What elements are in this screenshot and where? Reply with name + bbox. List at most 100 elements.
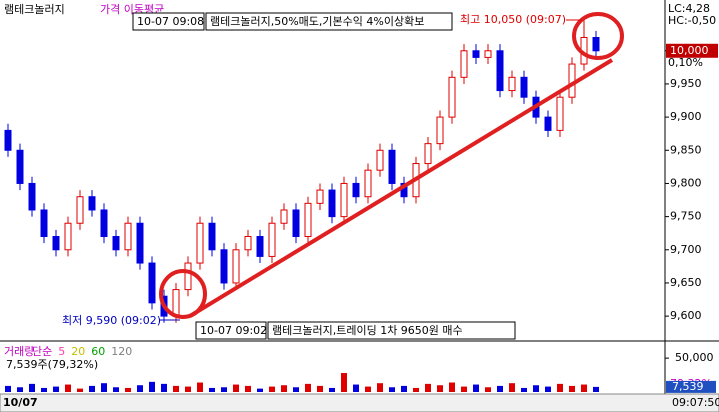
volume-bar bbox=[29, 383, 35, 392]
candle-body bbox=[4, 129, 12, 151]
annotation-box bbox=[205, 12, 453, 31]
candle-body bbox=[112, 236, 120, 251]
annotation: 10-07 09:02 bbox=[200, 324, 267, 337]
current-volume-label: 7,539 bbox=[672, 380, 704, 393]
candle-body bbox=[64, 222, 72, 251]
volume-bar bbox=[161, 383, 167, 392]
candle-body bbox=[232, 249, 240, 284]
volume-bar bbox=[269, 386, 275, 392]
candle-body bbox=[448, 76, 456, 118]
y-tick-label: 9,900 bbox=[670, 110, 702, 123]
annotation: 램테크놀러지,트레이딩 1차 9650원 매수 bbox=[272, 324, 463, 337]
y-tick-label: 9,750 bbox=[670, 210, 702, 223]
candle-body bbox=[460, 50, 468, 78]
annotation-box bbox=[195, 321, 267, 340]
volume-bar bbox=[125, 387, 131, 392]
candle-body bbox=[304, 202, 312, 238]
legend-entry: 120 bbox=[111, 345, 132, 358]
candle-body bbox=[268, 222, 276, 257]
candle-body bbox=[256, 236, 264, 257]
volume-bar bbox=[473, 384, 479, 392]
volume-bar bbox=[401, 385, 407, 392]
volume-bar bbox=[53, 386, 59, 392]
volume-bar bbox=[197, 382, 203, 392]
annotation-box bbox=[267, 321, 516, 340]
corner-label: HC:-0,50 bbox=[668, 14, 716, 27]
volume-bar bbox=[41, 387, 47, 392]
candle-body bbox=[340, 182, 348, 218]
volume-bar bbox=[569, 385, 575, 392]
overlay bbox=[159, 12, 624, 321]
highlight-circle bbox=[572, 12, 624, 60]
candle-body bbox=[568, 63, 576, 98]
volume-bar bbox=[557, 383, 563, 392]
y-tick-label: 50,000 bbox=[675, 351, 714, 364]
candle-body bbox=[364, 169, 372, 198]
volume-bar bbox=[341, 373, 347, 392]
time-label: 09:07:50 bbox=[672, 396, 719, 409]
volume-bar bbox=[149, 381, 155, 392]
candle-body bbox=[484, 50, 492, 58]
volume-bar bbox=[353, 384, 359, 392]
y-tick-label: 9,600 bbox=[670, 309, 702, 322]
candle-body bbox=[388, 149, 396, 184]
annotation: 최고 10,050 (09:07) bbox=[460, 13, 566, 26]
volume-bar bbox=[101, 383, 107, 392]
volume-bar bbox=[281, 385, 287, 392]
y-tick-label: 10,000 bbox=[670, 44, 709, 57]
time-bar bbox=[0, 393, 719, 412]
volume-bar bbox=[593, 386, 599, 392]
volume-bar bbox=[5, 385, 11, 392]
candle-body bbox=[172, 289, 180, 317]
volume-bar bbox=[389, 387, 395, 392]
candle-body bbox=[352, 182, 360, 198]
volume-bar bbox=[509, 383, 515, 392]
candle-body bbox=[328, 189, 336, 218]
volume-bar bbox=[257, 388, 263, 392]
volume-bar bbox=[317, 385, 323, 392]
annotation: 램테크놀러지,50%매도,기본수익 4%이상확보 bbox=[210, 15, 424, 28]
candle-body bbox=[208, 222, 216, 251]
candle-body bbox=[220, 249, 228, 284]
candle-body bbox=[556, 96, 564, 131]
change-label: 0,10% bbox=[668, 56, 703, 69]
volume-bar bbox=[533, 385, 539, 392]
volume-bar bbox=[521, 387, 527, 392]
volume-bar bbox=[329, 387, 335, 392]
candle-body bbox=[196, 222, 204, 264]
current-volume-box bbox=[666, 380, 716, 393]
candle-body bbox=[592, 37, 600, 52]
legend-entry: 단순 bbox=[32, 345, 52, 358]
candle-body bbox=[472, 50, 480, 58]
volume-bar bbox=[233, 384, 239, 392]
candle-body bbox=[292, 209, 300, 238]
current-price-box bbox=[666, 43, 718, 58]
candle-body bbox=[76, 196, 84, 224]
volume-bar bbox=[497, 385, 503, 392]
volume-bar bbox=[293, 387, 299, 392]
y-tick-label: 9,950 bbox=[670, 77, 702, 90]
volume-bar bbox=[365, 386, 371, 392]
candle-body bbox=[88, 196, 96, 211]
date-label: 10/07 bbox=[3, 396, 38, 409]
candle-body bbox=[28, 182, 36, 211]
volume-bar bbox=[425, 383, 431, 392]
candle-body bbox=[244, 236, 252, 251]
candle-body bbox=[148, 262, 156, 304]
chart-title: 램테크놀러지 bbox=[4, 3, 65, 16]
candle-body bbox=[424, 143, 432, 165]
candle-body bbox=[40, 209, 48, 238]
volume-bar bbox=[77, 388, 83, 392]
y-tick-label: 9,850 bbox=[670, 143, 702, 156]
legend-entry: 5 bbox=[58, 345, 65, 358]
volume-bar bbox=[185, 386, 191, 392]
y-tick-label: 9,800 bbox=[670, 176, 702, 189]
volume-bar bbox=[221, 387, 227, 392]
volume-bar bbox=[449, 382, 455, 392]
candle-body bbox=[124, 222, 132, 251]
candle-body bbox=[436, 116, 444, 145]
annotation: 10-07 09:08 bbox=[137, 15, 204, 28]
volume-bar bbox=[413, 387, 419, 392]
volume-bar bbox=[581, 384, 587, 392]
